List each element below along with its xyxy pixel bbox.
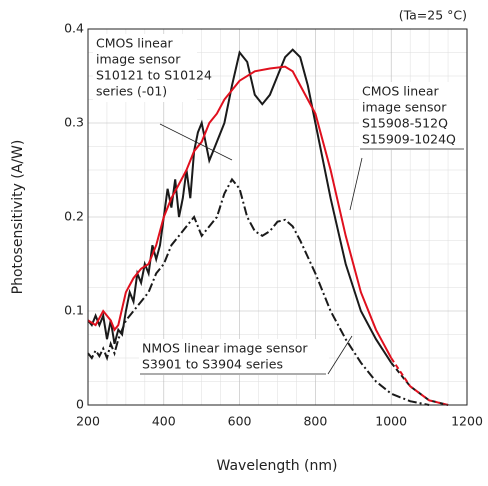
y-tick-label: 0.4 xyxy=(64,21,84,36)
series-line xyxy=(87,65,393,359)
y-tick-label: 0.3 xyxy=(64,115,84,130)
x-tick-label: 1000 xyxy=(375,414,407,429)
annotation-bg xyxy=(359,82,467,150)
annotation-text: CMOS linear xyxy=(362,84,439,99)
series-line xyxy=(87,177,430,406)
annotation-leader xyxy=(327,335,353,375)
y-tick-label: 0.1 xyxy=(64,303,84,318)
annotation-bg xyxy=(139,339,329,375)
annotation-leader xyxy=(159,123,233,161)
annotation-text: NMOS linear image sensor xyxy=(142,341,308,356)
annotation-text: S3901 to S3904 series xyxy=(142,357,283,372)
x-tick-label: 200 xyxy=(76,414,100,429)
annotation-bg xyxy=(93,34,197,102)
annotation-text: image sensor xyxy=(362,100,447,115)
y-tick-label: 0 xyxy=(76,397,84,412)
annotation-text: CMOS linear xyxy=(96,36,173,51)
x-tick-label: 400 xyxy=(152,414,176,429)
y-axis-title: Photosensitivity (A/W) xyxy=(10,140,26,295)
annotation-text: S15909-1024Q xyxy=(362,132,456,147)
annotation-text: series (-01) xyxy=(96,84,167,99)
y-tick-label: 0.2 xyxy=(64,209,84,224)
x-tick-label: 800 xyxy=(303,414,327,429)
x-axis-title: Wavelength (nm) xyxy=(217,458,338,474)
x-tick-label: 1200 xyxy=(451,414,483,429)
annotation-leader xyxy=(349,157,363,211)
annotation-text: S15908-512Q xyxy=(362,116,448,131)
series-line xyxy=(390,362,449,406)
note: (Ta=25 °C) xyxy=(399,8,467,23)
series-line xyxy=(390,357,449,406)
annotation-text: image sensor xyxy=(96,52,181,67)
annotation-text: S10121 to S10124 xyxy=(96,68,212,83)
plot-frame xyxy=(87,28,468,406)
x-tick-label: 600 xyxy=(228,414,252,429)
